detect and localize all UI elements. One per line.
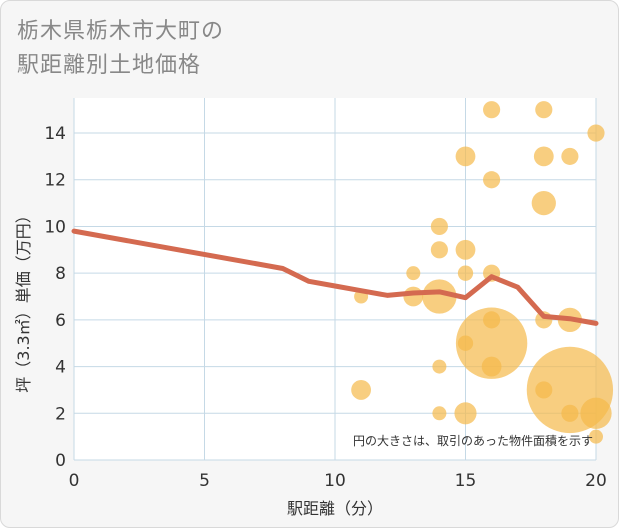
y-tick-label-2: 4 — [55, 358, 66, 378]
chart-title: 栃木県栃木市大町の 駅距離別土地価格 — [17, 15, 224, 83]
x-tick-label-2: 10 — [324, 471, 346, 491]
bubble-21 — [533, 146, 554, 167]
bubble-series — [351, 101, 614, 444]
bubble-14 — [483, 101, 501, 119]
bubble-6 — [422, 279, 457, 314]
y-tick-label-1: 2 — [55, 404, 66, 424]
y-tick-label-5: 10 — [44, 217, 66, 237]
x-axis-title: 駅距離（分） — [287, 499, 383, 518]
bubble-9 — [455, 146, 476, 167]
bubble-20 — [535, 101, 553, 119]
axis-ticks: 0 5 10 15 20 0 2 4 6 8 10 12 14 — [44, 124, 606, 491]
bubble-29 — [587, 124, 605, 142]
chart-title-line-1: 栃木県栃木市大町の — [17, 19, 225, 44]
bubble-18 — [455, 307, 528, 379]
bubble-22 — [531, 190, 556, 216]
y-tick-label-0: 0 — [55, 451, 66, 471]
bubble-13 — [454, 402, 477, 425]
bubble-8 — [432, 406, 447, 421]
chart-title-line-2: 駅距離別土地価格 — [17, 53, 202, 78]
bubble-3 — [403, 286, 424, 307]
x-tick-label-0: 0 — [69, 471, 80, 491]
bubble-25 — [561, 147, 579, 165]
bubble-30 — [580, 397, 612, 429]
y-tick-label-6: 12 — [44, 171, 66, 191]
bubble-1 — [351, 380, 371, 400]
x-tick-label-4: 20 — [585, 471, 607, 491]
size-legend-note: 円の大きさは、取引のあった物件面積を示す — [353, 433, 593, 448]
bubble-7 — [432, 359, 447, 374]
bubble-10 — [455, 239, 476, 260]
bubble-31 — [589, 429, 603, 444]
bubble-15 — [483, 171, 501, 189]
bubble-4 — [430, 217, 448, 236]
y-tick-label-7: 14 — [44, 124, 66, 144]
y-tick-label-3: 6 — [55, 311, 66, 331]
x-tick-label-1: 5 — [199, 471, 210, 491]
bubble-19 — [481, 356, 502, 377]
bubble-5 — [430, 241, 448, 259]
trend-line — [71, 228, 599, 326]
bubble-28 — [561, 404, 579, 422]
y-tick-label-4: 8 — [55, 264, 66, 284]
bubble-2 — [406, 266, 421, 281]
y-axis-title: 坪（3.3㎡）単価（万円） — [14, 207, 33, 392]
x-tick-label-3: 15 — [455, 471, 477, 491]
bubble-11 — [457, 265, 474, 281]
